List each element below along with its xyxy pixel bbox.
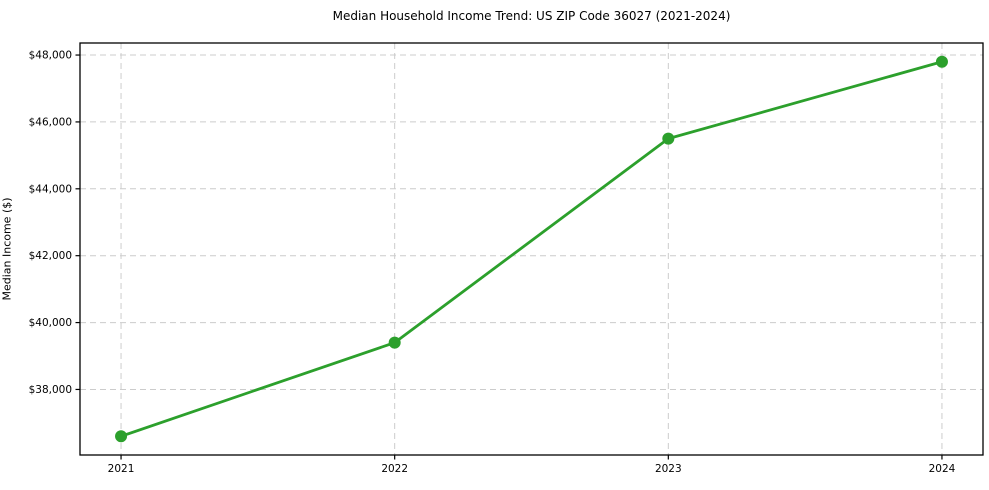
y-tick-label: $44,000 xyxy=(29,183,72,195)
trend-line xyxy=(119,60,944,438)
data-point-marker xyxy=(388,336,401,349)
data-point-marker xyxy=(935,55,948,68)
chart-title: Median Household Income Trend: US ZIP Co… xyxy=(332,9,731,23)
x-tick-label: 2023 xyxy=(655,463,682,475)
data-point-marker xyxy=(662,132,675,145)
y-tick-label: $46,000 xyxy=(29,116,72,128)
y-tick-label: $42,000 xyxy=(29,250,72,262)
y-tick-label: $40,000 xyxy=(29,317,72,329)
y-tick-label: $38,000 xyxy=(29,384,72,396)
x-tick-label: 2024 xyxy=(929,463,956,475)
axes-border xyxy=(79,42,984,456)
data-point-marker xyxy=(115,430,128,443)
x-tick-label: 2022 xyxy=(381,463,408,475)
x-tick-label: 2021 xyxy=(108,463,135,475)
y-tick-label: $48,000 xyxy=(29,50,72,62)
